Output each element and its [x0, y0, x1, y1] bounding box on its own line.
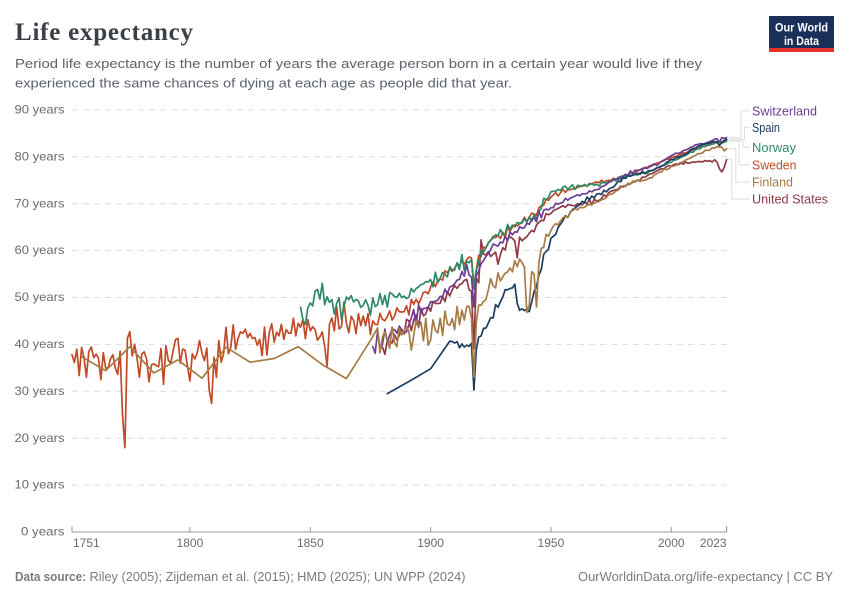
svg-text:1900: 1900 [417, 536, 444, 550]
svg-text:Spain: Spain [752, 120, 780, 135]
svg-text:40 years: 40 years [15, 337, 65, 351]
svg-text:70 years: 70 years [15, 196, 65, 210]
svg-text:Riley (2005); Zijdeman et al.: Riley (2005); Zijdeman et al. (2015); HM… [90, 570, 466, 584]
svg-text:60 years: 60 years [15, 243, 65, 257]
svg-text:Norway: Norway [752, 140, 796, 155]
svg-text:90 years: 90 years [15, 103, 65, 117]
svg-text:80 years: 80 years [15, 149, 65, 163]
svg-text:1751: 1751 [73, 536, 100, 550]
svg-text:United States: United States [752, 192, 828, 207]
svg-text:Our World: Our World [775, 23, 828, 35]
svg-text:50 years: 50 years [15, 290, 65, 304]
svg-text:30 years: 30 years [15, 384, 65, 398]
svg-text:1800: 1800 [177, 536, 204, 550]
svg-text:experienced the same chances o: experienced the same chances of dying at… [15, 75, 512, 90]
svg-text:20 years: 20 years [15, 431, 65, 445]
svg-text:1950: 1950 [538, 536, 565, 550]
svg-text:OurWorldinData.org/life-expect: OurWorldinData.org/life-expectancy | CC … [578, 570, 834, 584]
svg-text:1850: 1850 [297, 536, 324, 550]
svg-text:2023: 2023 [700, 536, 727, 550]
svg-text:Period life expectancy is the: Period life expectancy is the number of … [15, 56, 703, 71]
svg-text:10 years: 10 years [15, 478, 65, 492]
svg-text:Data source:: Data source: [15, 570, 86, 584]
svg-text:Sweden: Sweden [752, 157, 797, 172]
svg-text:0 years: 0 years [21, 525, 65, 539]
svg-text:Finland: Finland [752, 175, 793, 190]
svg-text:in Data: in Data [784, 36, 820, 48]
svg-text:Switzerland: Switzerland [752, 104, 817, 119]
svg-text:2000: 2000 [658, 536, 685, 550]
svg-text:Life expectancy: Life expectancy [15, 19, 194, 46]
